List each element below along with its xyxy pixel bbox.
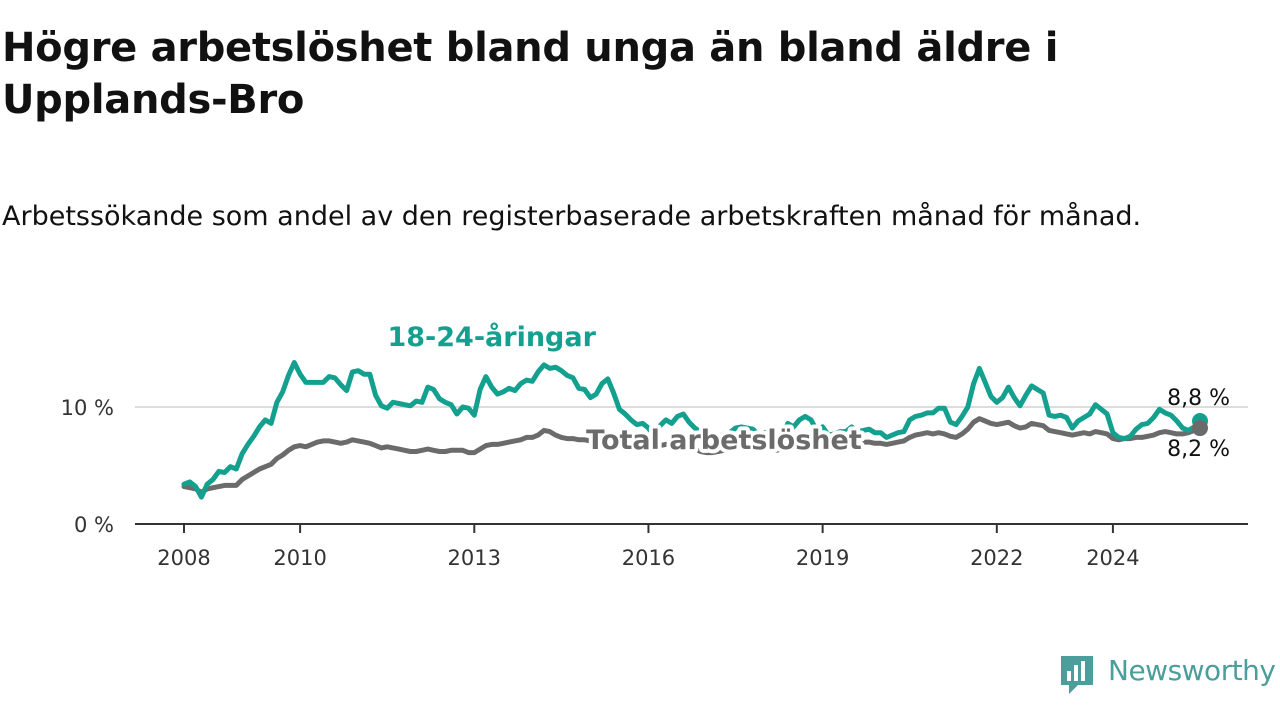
x-axis: 2008 2010 2013 2016 2019 2022 2024 (135, 523, 1248, 570)
series-layer (181, 360, 1208, 500)
x-tick-label: 2019 (796, 546, 849, 570)
y-tick-label: 0 % (74, 513, 114, 537)
end-marker-total (1192, 420, 1208, 437)
x-tick-label: 2013 (448, 546, 501, 570)
end-value-total: 8,2 % (1167, 437, 1230, 462)
x-tick-label: 2010 (273, 546, 326, 570)
x-tick-label: 2008 (157, 546, 210, 570)
y-axis: 0 % 10 % (61, 396, 114, 537)
x-tick-label: 2024 (1086, 546, 1139, 570)
chart-subtitle: Arbetssökande som andel av den registerb… (2, 201, 1142, 232)
newsworthy-logo: Newsworthy (1058, 653, 1278, 697)
series-line-total (181, 416, 1203, 495)
end-value-youth: 8,8 % (1167, 386, 1230, 411)
annotation-halo: Total arbetslöshet (586, 425, 862, 456)
series-label-youth: 18-24-åringar (387, 321, 596, 353)
brand-name: Newsworthy (1108, 654, 1276, 687)
annotation-halo: 18-24-åringar (387, 321, 596, 353)
x-tick-label: 2016 (622, 546, 675, 570)
newsworthy-chart-icon (1061, 656, 1093, 694)
x-tick-label: 2022 (970, 546, 1023, 570)
y-tick-label: 10 % (61, 396, 114, 420)
chart-title: Högre arbetslöshet bland unga än bland ä… (2, 25, 1059, 123)
series-label-total: Total arbetslöshet (586, 425, 862, 456)
series-line-youth (181, 360, 1203, 500)
